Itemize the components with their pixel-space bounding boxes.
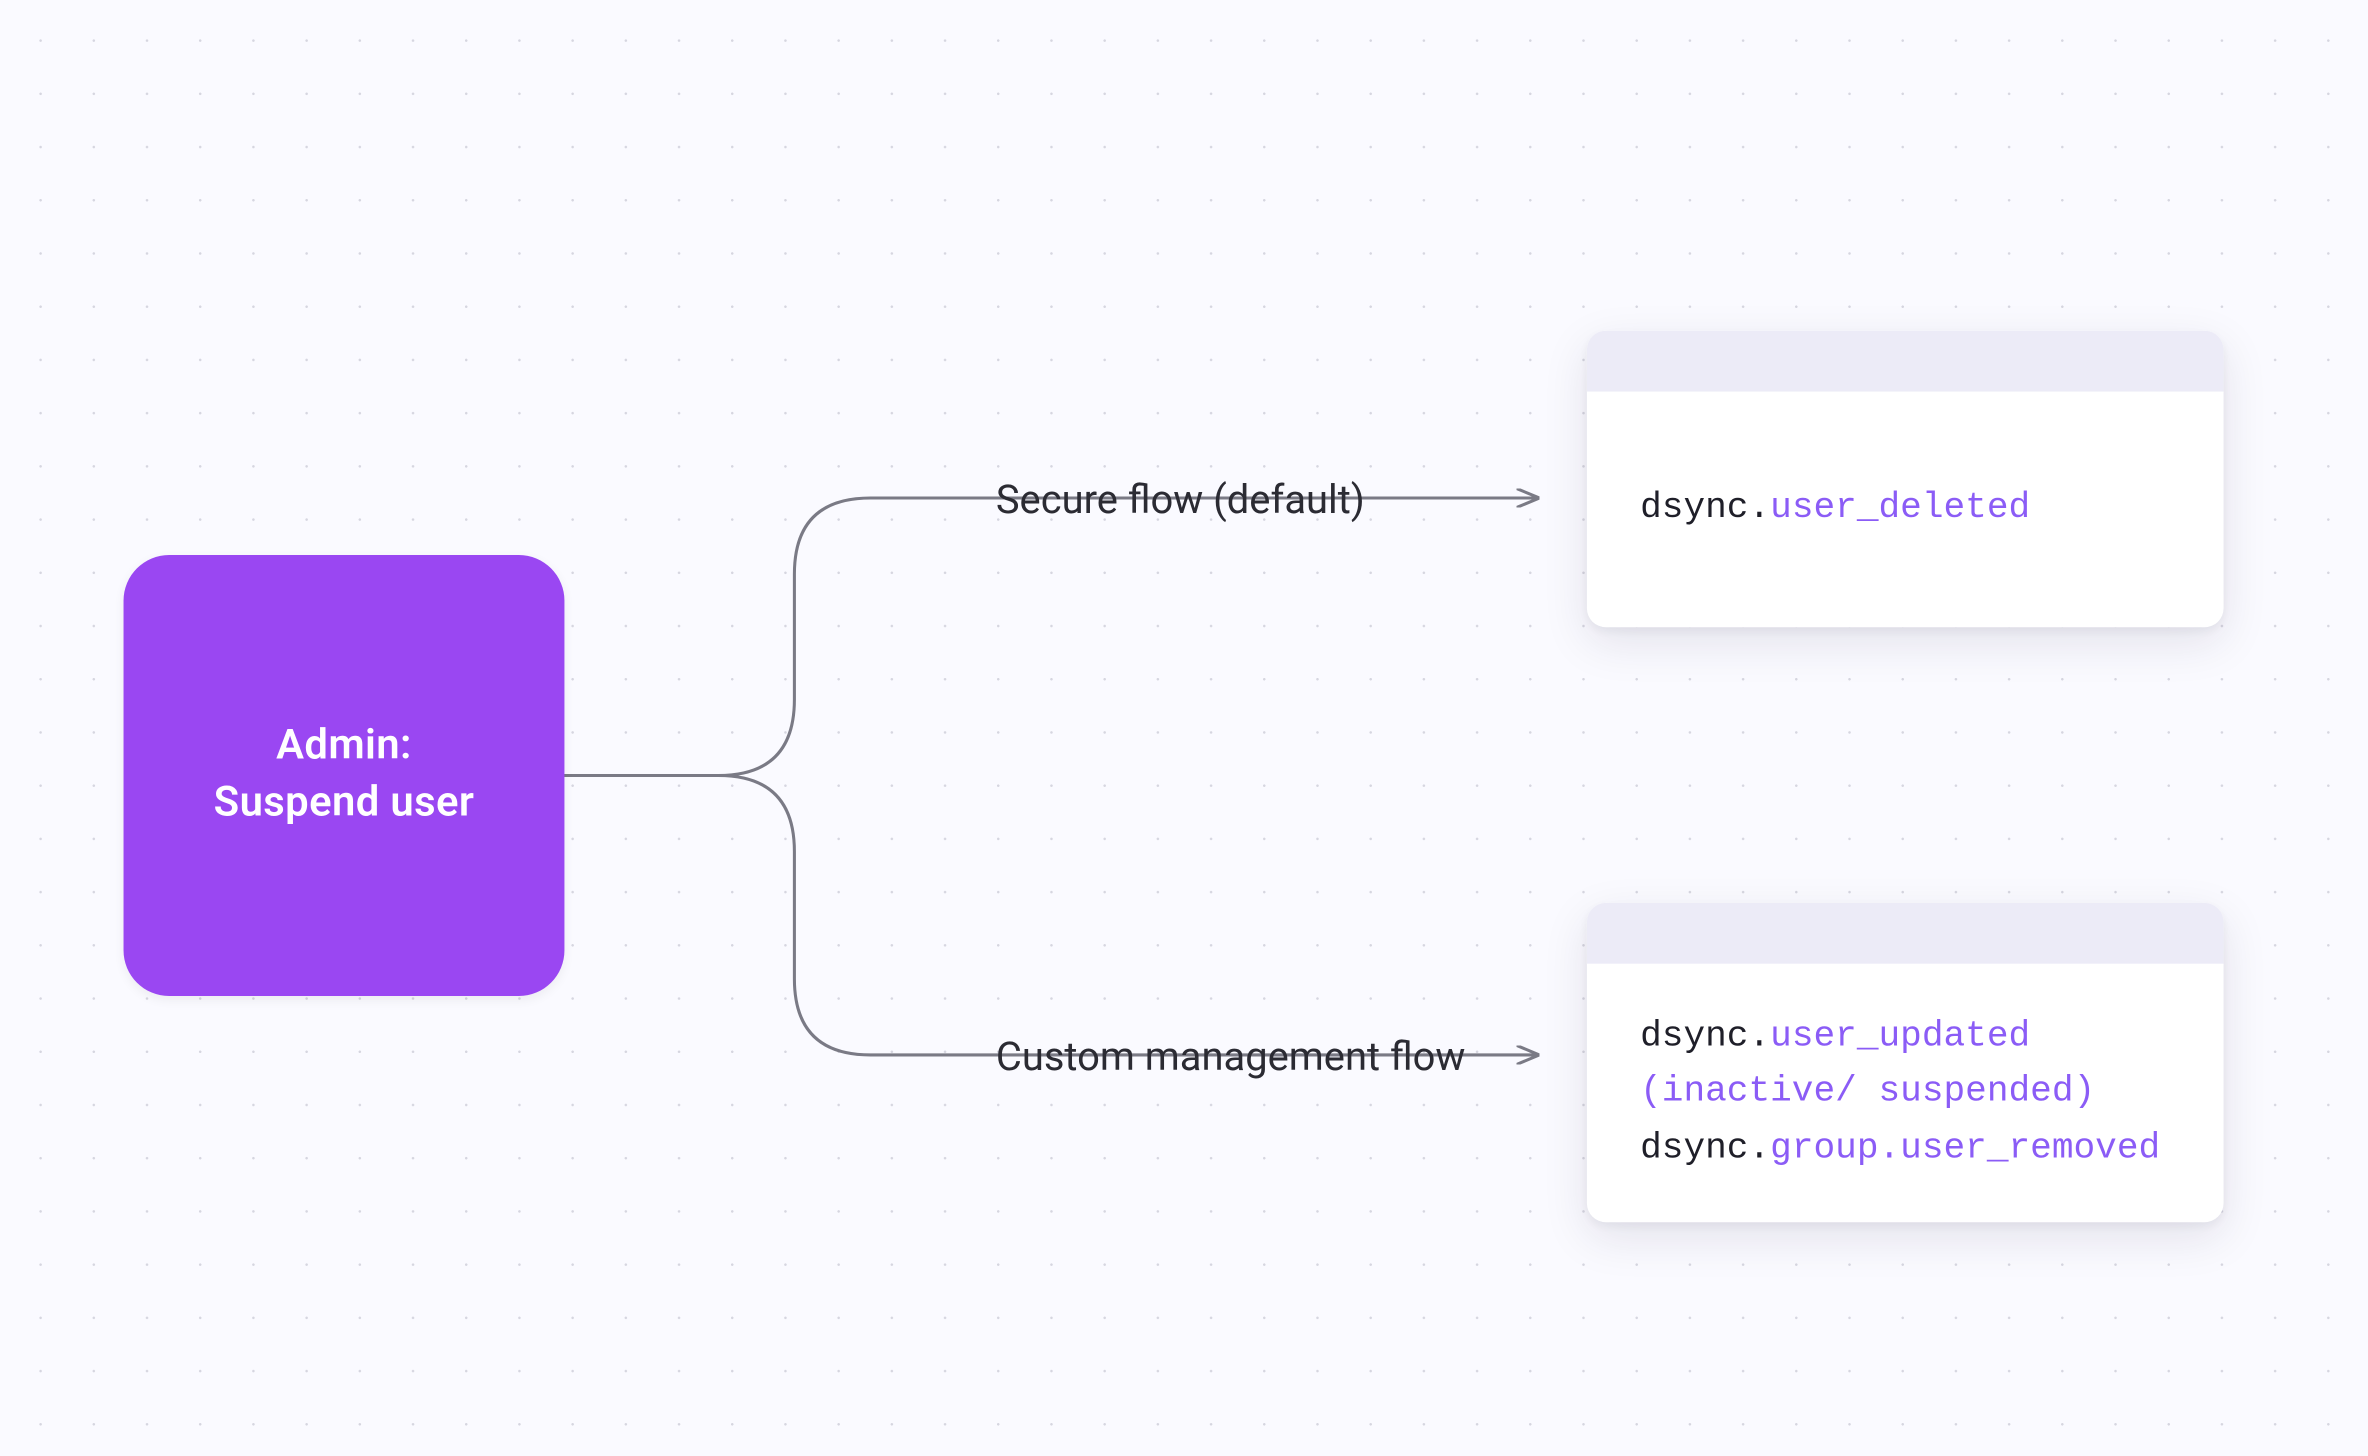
edge-path-bottom: [564, 776, 1535, 1055]
code-token: (inactive/ suspended): [1640, 1071, 2095, 1113]
code-token: group.user_removed: [1770, 1127, 2160, 1169]
edge-path-top: [564, 498, 1535, 776]
card-body: dsync.user_updated(inactive/ suspended)d…: [1587, 964, 2224, 1223]
card-header: [1587, 331, 2224, 392]
diagram-canvas: Admin: Suspend user Secure flow (default…: [0, 0, 2368, 1456]
source-node-line2: Suspend user: [214, 779, 475, 827]
source-node-line1: Admin:: [276, 723, 412, 771]
code-token: user_updated: [1770, 1015, 2030, 1057]
card-header: [1587, 903, 2224, 964]
code-token: .: [1748, 487, 1770, 529]
code-line: dsync.user_updated: [1640, 1009, 2170, 1065]
source-node-label: Admin: Suspend user: [214, 719, 475, 832]
code-token: dsync: [1640, 1015, 1748, 1057]
code-token: user_deleted: [1770, 487, 2030, 529]
edge-label-custom: Custom management flow: [996, 1036, 1466, 1082]
card-body: dsync.user_deleted: [1587, 392, 2224, 628]
code-token: dsync: [1640, 1127, 1748, 1169]
code-line: (inactive/ suspended): [1640, 1065, 2170, 1121]
code-line: dsync.user_deleted: [1640, 481, 2030, 537]
code-token: .: [1748, 1127, 1770, 1169]
source-node-admin: Admin: Suspend user: [124, 555, 565, 996]
card-secure-flow: dsync.user_deleted: [1587, 331, 2224, 628]
card-custom-flow: dsync.user_updated(inactive/ suspended)d…: [1587, 903, 2224, 1223]
edge-label-secure: Secure flow (default): [996, 479, 1365, 525]
code-line: dsync.group.user_removed: [1640, 1121, 2170, 1177]
code-token: .: [1748, 1015, 1770, 1057]
code-token: dsync: [1640, 487, 1748, 529]
